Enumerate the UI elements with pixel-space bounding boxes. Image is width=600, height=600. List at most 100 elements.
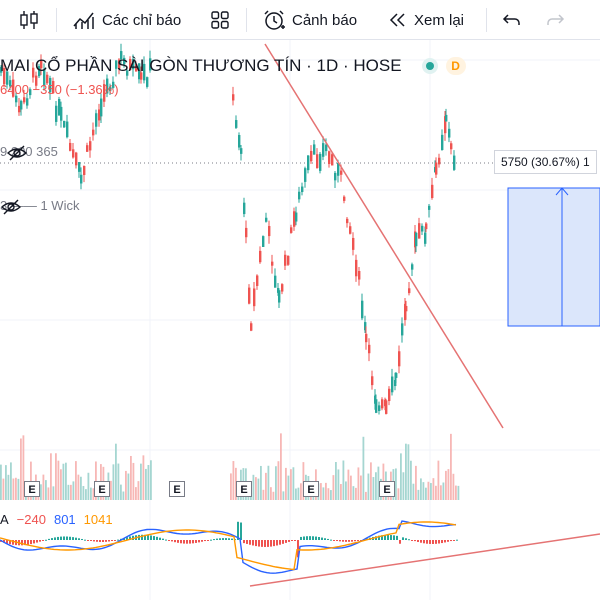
macd-hist-bar — [402, 537, 404, 540]
candle-body — [26, 98, 29, 106]
volume-bar — [337, 469, 340, 500]
macd-hist-bar — [150, 535, 152, 540]
volume-bar — [62, 463, 65, 500]
macd-hist-bar — [345, 540, 347, 542]
candle-body — [265, 217, 268, 222]
candle-body — [259, 250, 262, 263]
redo-button[interactable] — [545, 0, 565, 40]
earnings-marker[interactable]: E — [24, 481, 40, 497]
candle-body — [40, 60, 43, 69]
candle-body — [435, 162, 438, 175]
candle-body — [80, 174, 83, 184]
volume-bar — [430, 483, 432, 500]
macd-legend[interactable]: A −240 801 1041 — [0, 512, 113, 527]
macd-value: 801 — [53, 512, 76, 527]
volume-bar — [322, 487, 325, 500]
candle-body — [310, 150, 313, 162]
candle-body — [394, 379, 397, 387]
macd-hist-bar — [321, 537, 323, 540]
macd-hist-bar — [171, 540, 173, 542]
macd-hist-bar — [66, 536, 68, 540]
macd-hist-bar — [348, 540, 350, 542]
volume-bar — [375, 472, 377, 500]
macd-hist-bar — [54, 537, 56, 540]
volume-bar — [72, 481, 75, 500]
candle-body — [232, 94, 235, 101]
candle-body — [411, 264, 414, 270]
candle-body — [132, 58, 135, 70]
candle-body — [425, 223, 428, 230]
candle-body — [340, 170, 343, 175]
chart-type-button[interactable] — [18, 0, 40, 40]
volume-bar — [57, 460, 60, 500]
volume-bar — [372, 477, 375, 500]
volume-bar — [140, 463, 142, 500]
candle-body — [358, 270, 361, 280]
symbol-title: MAI CỔ PHẦN SÀI GÒN THƯƠNG TÍN · 1D · HO… — [0, 56, 402, 75]
macd-hist-bar — [219, 538, 221, 540]
signal-value: 1041 — [83, 512, 113, 527]
volume-bar — [285, 467, 287, 500]
macd-hist-bar — [252, 540, 254, 546]
earnings-marker[interactable]: E — [303, 481, 319, 497]
wick-legend[interactable]: 3 —— 1 Wick — [0, 198, 80, 216]
replay-button[interactable]: Xem lại — [388, 0, 464, 40]
chart-pane[interactable]: MAI CỔ PHẦN SÀI GÒN THƯƠNG TÍN · 1D · HO… — [0, 40, 600, 600]
candle-body — [365, 333, 368, 343]
macd-hist-bar — [237, 521, 239, 540]
undo-button[interactable] — [502, 0, 522, 40]
eye-slash-icon[interactable] — [6, 144, 28, 162]
volume-bar — [412, 483, 415, 500]
candle-body — [391, 376, 394, 393]
volume-bar — [320, 483, 322, 500]
volume-bar — [42, 474, 45, 500]
macd-hist-bar — [435, 540, 437, 544]
volume-bar — [450, 433, 452, 500]
volume-bar — [277, 461, 280, 500]
toolbar-divider — [246, 8, 247, 32]
earnings-marker[interactable]: E — [236, 481, 252, 497]
macd-hist-bar — [198, 540, 200, 543]
macd-hist-bar — [264, 540, 266, 547]
alert-button[interactable]: Cảnh báo — [262, 0, 357, 40]
candle-body — [123, 57, 126, 65]
measure-box[interactable] — [507, 187, 600, 327]
volume-bar — [402, 472, 405, 500]
candle-body — [106, 78, 109, 94]
candle-body — [424, 232, 427, 244]
macd-hist-bar — [300, 536, 302, 540]
candle-body — [322, 143, 325, 157]
volume-bar — [55, 453, 57, 500]
candle-body — [385, 400, 388, 414]
candle-body — [135, 64, 138, 72]
eye-slash-icon[interactable] — [0, 198, 22, 216]
candle-body — [250, 323, 253, 331]
earnings-marker[interactable]: E — [94, 481, 110, 497]
candle-body — [405, 305, 408, 312]
volume-bar — [10, 462, 12, 500]
macd-hist-bar — [351, 540, 353, 542]
macd-hist-bar — [213, 539, 215, 541]
candle-body — [278, 290, 281, 303]
volume-bar — [137, 481, 140, 500]
downtrend-line[interactable] — [264, 43, 504, 429]
volume-bar — [12, 478, 15, 500]
templates-button[interactable] — [210, 0, 230, 40]
volume-bar — [360, 475, 362, 500]
wick-value: 3 —— 1 Wick — [0, 198, 80, 213]
symbol-legend[interactable]: MAI CỔ PHẦN SÀI GÒN THƯƠNG TÍN · 1D · HO… — [0, 56, 466, 76]
price-chart[interactable] — [0, 40, 600, 600]
macd-hist-bar — [387, 534, 389, 540]
indicators-button[interactable]: Các chỉ báo — [72, 0, 181, 40]
volume-bar — [417, 489, 420, 500]
macd-hist-bar — [429, 540, 431, 544]
earnings-marker[interactable]: E — [379, 481, 395, 497]
candle-body — [428, 205, 431, 210]
macd-hist-bar — [183, 540, 185, 544]
volume-legend[interactable]: 9 200 365 — [0, 144, 58, 162]
macd-hist-bar — [393, 535, 395, 540]
volume-bar — [252, 474, 255, 500]
macd-trend-line[interactable] — [249, 533, 600, 587]
earnings-marker[interactable]: E — [169, 481, 185, 497]
macd-hist-bar — [96, 540, 98, 542]
